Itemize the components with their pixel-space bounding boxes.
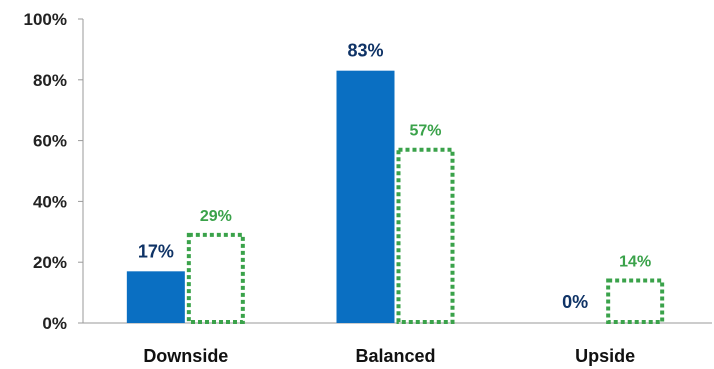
x-axis: Downside Balanced Upside (78, 322, 712, 366)
x-category-label: Upside (575, 346, 635, 366)
y-tick-label: 60% (33, 132, 67, 151)
y-tick-label: 80% (33, 71, 67, 90)
bars (126, 70, 665, 325)
data-label-series-2: 57% (409, 123, 441, 140)
data-labels: 17% 29% 83% 57% 0% 14% (138, 41, 651, 312)
data-label-series-1: 83% (347, 41, 383, 61)
x-category-label: Balanced (355, 346, 435, 366)
bar-series-2 (186, 232, 245, 324)
bar-series-1 (336, 70, 395, 324)
data-label-series-2: 14% (619, 253, 651, 270)
y-tick-label: 100% (24, 10, 67, 29)
y-tick-label: 20% (33, 253, 67, 272)
bar-series-1 (126, 271, 185, 323)
y-axis: 0% 20% 40% 60% 80% 100% (24, 10, 84, 333)
y-tick-label: 0% (42, 314, 67, 333)
data-label-series-1: 0% (562, 292, 588, 312)
x-category-label: Downside (143, 346, 228, 366)
data-label-series-1: 17% (138, 241, 174, 261)
y-tick-label: 40% (33, 192, 67, 211)
bar-series-2 (396, 147, 455, 324)
bar-series-2 (606, 278, 665, 325)
data-label-series-2: 29% (200, 208, 232, 225)
